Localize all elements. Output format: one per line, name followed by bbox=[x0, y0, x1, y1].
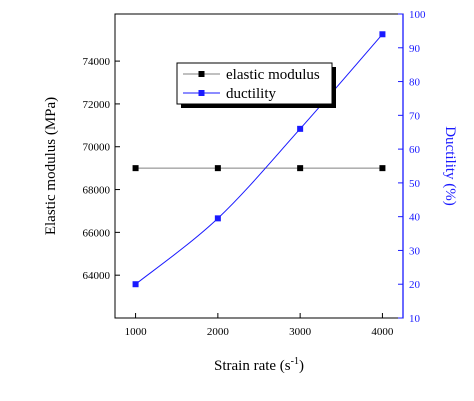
x-axis-title-close: ) bbox=[299, 358, 304, 374]
data-point-elastic-modulus bbox=[297, 165, 304, 172]
data-point-elastic-modulus bbox=[132, 165, 139, 172]
legend-elastic-modulus-marker bbox=[198, 71, 205, 77]
right-tick-label: 10 bbox=[409, 313, 421, 325]
data-point-elastic-modulus bbox=[214, 165, 221, 172]
left-axis-title: Elastic modulus (MPa) bbox=[43, 97, 59, 235]
x-axis-title-main: Strain rate (s bbox=[214, 358, 291, 374]
right-tick-label: 70 bbox=[409, 110, 421, 122]
data-point-ductility bbox=[379, 31, 386, 38]
legend-ductility-marker bbox=[198, 90, 205, 96]
data-point-elastic-modulus bbox=[379, 165, 386, 172]
left-tick-label: 74000 bbox=[83, 56, 111, 68]
left-tick-label: 64000 bbox=[83, 270, 111, 282]
data-point-ductility bbox=[297, 125, 304, 132]
bottom-tick-label: 4000 bbox=[371, 326, 394, 338]
left-tick-label: 70000 bbox=[83, 142, 111, 154]
right-tick-label: 60 bbox=[409, 144, 421, 156]
left-tick-label: 72000 bbox=[83, 99, 111, 111]
legend: elastic modulus ductility bbox=[176, 62, 336, 108]
series-line-ductility bbox=[135, 33, 383, 285]
right-axis: 10 20 30 40 50 60 70 80 90 100 bbox=[398, 9, 426, 325]
bottom-axis: 1000 2000 3000 4000 bbox=[125, 313, 394, 338]
right-tick-label: 30 bbox=[409, 245, 421, 257]
plot-frame bbox=[114, 13, 404, 319]
x-axis-title-superscript: -1 bbox=[291, 356, 299, 367]
left-tick-label: 68000 bbox=[83, 185, 111, 197]
bottom-tick-label: 1000 bbox=[125, 326, 148, 338]
right-tick-label: 40 bbox=[409, 212, 421, 224]
data-point-ductility bbox=[214, 215, 221, 222]
legend-box bbox=[176, 62, 333, 105]
right-tick-label: 20 bbox=[409, 279, 421, 291]
right-tick-label: 90 bbox=[409, 43, 421, 55]
legend-ductility-label: ductility bbox=[226, 86, 276, 102]
right-tick-label: 100 bbox=[409, 9, 426, 21]
right-tick-label: 80 bbox=[409, 77, 421, 89]
left-axis: 64000 66000 68000 70000 72000 74000 bbox=[83, 56, 120, 282]
x-axis-title: Strain rate (s-1) bbox=[214, 356, 304, 374]
bottom-tick-label: 2000 bbox=[207, 326, 230, 338]
bottom-tick-label: 3000 bbox=[289, 326, 312, 338]
left-tick-label: 66000 bbox=[83, 227, 111, 239]
series-layer bbox=[132, 31, 386, 288]
right-axis-title: Ductility (%) bbox=[442, 126, 458, 206]
legend-elastic-modulus-label: elastic modulus bbox=[226, 67, 320, 83]
data-point-ductility bbox=[132, 281, 139, 288]
right-tick-label: 50 bbox=[409, 178, 421, 190]
